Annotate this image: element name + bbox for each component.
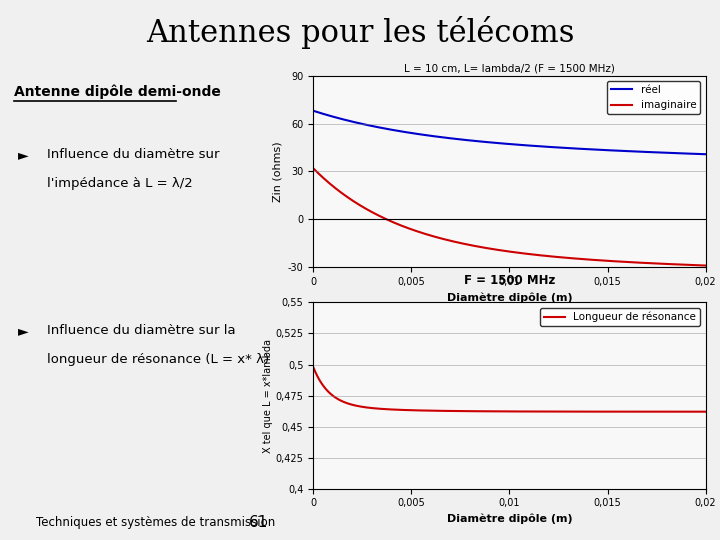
Line: imaginaire: imaginaire (313, 168, 706, 266)
imaginaire (537, 252, 546, 259)
réel (559, 145, 567, 151)
réel (547, 144, 556, 150)
Longueur de résonance (701, 408, 710, 415)
Longueur de résonance (309, 364, 318, 371)
Longueur de résonance (559, 408, 567, 415)
Text: F = 1500 MHz: F = 1500 MHz (464, 274, 555, 287)
Longueur de résonance (547, 408, 556, 415)
réel (309, 107, 318, 114)
Text: l'impédance à L = λ/2: l'impédance à L = λ/2 (47, 177, 192, 190)
Text: Techniques et systèmes de transmission: Techniques et systèmes de transmission (36, 516, 275, 529)
imaginaire (559, 254, 567, 261)
réel (647, 149, 655, 156)
Text: Antennes pour les télécoms: Antennes pour les télécoms (145, 16, 575, 49)
Longueur de résonance (606, 408, 615, 415)
Text: Antenne dipôle demi-onde: Antenne dipôle demi-onde (14, 85, 221, 99)
imaginaire (647, 260, 655, 266)
Text: 61: 61 (248, 515, 268, 530)
imaginaire (701, 262, 710, 269)
Legend: Longueur de résonance: Longueur de résonance (540, 308, 701, 327)
imaginaire (333, 186, 342, 193)
Longueur de résonance (537, 408, 546, 415)
réel (537, 143, 546, 150)
Longueur de résonance (333, 396, 342, 402)
Line: réel: réel (313, 111, 706, 154)
Line: Longueur de résonance: Longueur de résonance (313, 368, 706, 411)
Text: ►: ► (18, 325, 29, 339)
réel (701, 151, 710, 158)
Text: Influence du diamètre sur: Influence du diamètre sur (47, 148, 220, 161)
réel (606, 147, 615, 153)
Longueur de résonance (647, 408, 655, 415)
réel (333, 114, 342, 121)
Title: L = 10 cm, L= lambda/2 (F = 1500 MHz): L = 10 cm, L= lambda/2 (F = 1500 MHz) (404, 63, 615, 73)
X-axis label: Diamètre dipôle (m): Diamètre dipôle (m) (446, 293, 572, 303)
Y-axis label: X tel que L = x*lambda: X tel que L = x*lambda (263, 339, 273, 453)
X-axis label: Diamètre dipôle (m): Diamètre dipôle (m) (446, 514, 572, 524)
Y-axis label: Zin (ohms): Zin (ohms) (272, 141, 282, 202)
imaginaire (606, 258, 615, 264)
Legend: réel, imaginaire: réel, imaginaire (607, 81, 701, 114)
imaginaire (309, 165, 318, 172)
imaginaire (547, 253, 556, 260)
Text: longueur de résonance (L = x* λ): longueur de résonance (L = x* λ) (47, 353, 269, 366)
Text: ►: ► (18, 148, 29, 163)
Text: Influence du diamètre sur la: Influence du diamètre sur la (47, 325, 235, 338)
